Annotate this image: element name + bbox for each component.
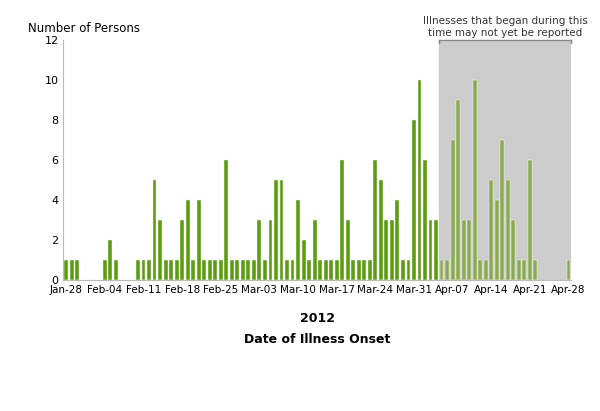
Text: Date of Illness Onset: Date of Illness Onset	[244, 333, 391, 346]
Bar	[224, 160, 228, 280]
Bar	[373, 160, 377, 280]
Bar	[528, 160, 532, 280]
Bar	[467, 220, 471, 280]
Bar	[175, 260, 179, 280]
Bar	[324, 260, 328, 280]
Bar	[329, 260, 333, 280]
Bar	[109, 240, 112, 280]
Bar	[478, 260, 482, 280]
Bar	[164, 260, 167, 280]
Bar	[263, 260, 267, 280]
Bar	[191, 260, 195, 280]
Bar	[136, 260, 140, 280]
Bar	[169, 260, 173, 280]
Bar	[152, 180, 157, 280]
Bar	[214, 260, 217, 280]
Bar	[523, 260, 526, 280]
Bar	[390, 220, 394, 280]
Bar	[307, 260, 311, 280]
Bar	[76, 260, 79, 280]
Bar	[180, 220, 184, 280]
Bar	[456, 100, 460, 280]
Bar	[440, 260, 443, 280]
Bar	[335, 260, 338, 280]
Bar	[439, 40, 571, 280]
Bar	[247, 260, 250, 280]
Bar	[385, 220, 388, 280]
Bar	[517, 260, 521, 280]
Bar	[269, 220, 272, 280]
Bar	[290, 260, 295, 280]
Bar	[252, 260, 256, 280]
Bar	[357, 260, 361, 280]
Bar	[379, 180, 383, 280]
Bar	[473, 80, 476, 280]
Bar	[445, 260, 449, 280]
Bar	[114, 260, 118, 280]
Bar	[274, 180, 278, 280]
Bar	[395, 200, 400, 280]
Bar	[418, 80, 421, 280]
Bar	[495, 200, 499, 280]
Bar	[186, 200, 190, 280]
Bar	[142, 260, 145, 280]
Bar	[296, 200, 300, 280]
Bar	[302, 240, 305, 280]
Bar	[158, 220, 162, 280]
Bar	[219, 260, 223, 280]
Bar	[428, 220, 433, 280]
Bar	[318, 260, 322, 280]
Text: Number of Persons: Number of Persons	[28, 22, 140, 35]
Bar	[235, 260, 239, 280]
Bar	[285, 260, 289, 280]
Bar	[566, 260, 571, 280]
Bar	[346, 220, 350, 280]
Bar	[197, 200, 200, 280]
Bar	[64, 260, 68, 280]
Bar	[202, 260, 206, 280]
Bar	[352, 260, 355, 280]
Bar	[506, 180, 510, 280]
Bar	[484, 260, 488, 280]
Bar	[362, 260, 366, 280]
Text: Illnesses that began during this
time may not yet be reported: Illnesses that began during this time ma…	[422, 16, 587, 37]
Bar	[407, 260, 410, 280]
Bar	[533, 260, 538, 280]
Bar	[230, 260, 234, 280]
Bar	[401, 260, 405, 280]
Bar	[490, 180, 493, 280]
Bar	[241, 260, 245, 280]
Bar	[423, 160, 427, 280]
Bar	[462, 220, 466, 280]
Bar	[313, 220, 317, 280]
Bar	[434, 220, 438, 280]
Bar	[368, 260, 372, 280]
Bar	[412, 120, 416, 280]
Bar	[70, 260, 74, 280]
Text: 2012: 2012	[300, 312, 335, 325]
Bar	[340, 160, 344, 280]
Bar	[147, 260, 151, 280]
Bar	[451, 140, 455, 280]
Bar	[280, 180, 283, 280]
Bar	[103, 260, 107, 280]
Bar	[500, 140, 504, 280]
Bar	[511, 220, 515, 280]
Bar	[257, 220, 262, 280]
Bar	[208, 260, 212, 280]
